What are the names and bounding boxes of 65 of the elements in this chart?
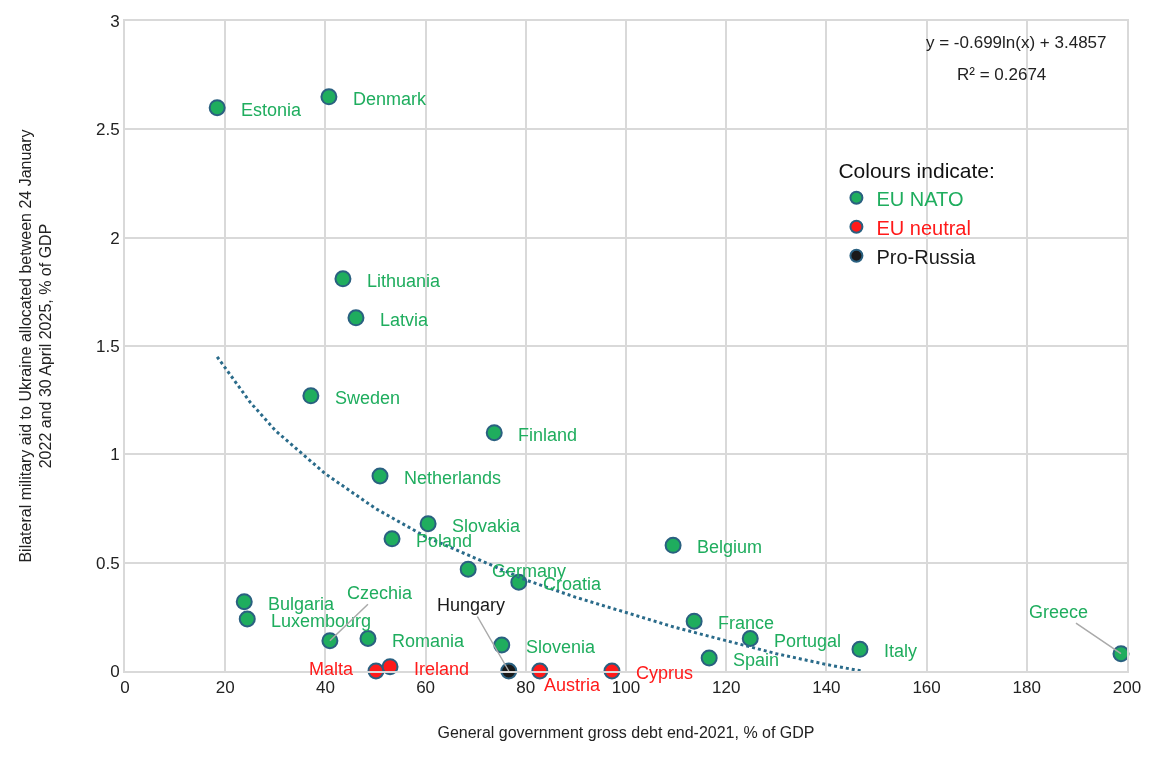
annotation: Estonia (241, 100, 303, 120)
y-axis-title: Bilateral military aid to Ukraine allocated between 24 January 2022 and 30 April 2025, % of GDP (16, 129, 55, 563)
point (419, 515, 437, 533)
point (208, 99, 226, 117)
point (700, 649, 718, 667)
x-tick-label: 120 (712, 678, 741, 698)
point (664, 536, 682, 554)
x-tick-label: 60 (416, 678, 436, 698)
y-tick-label: 1 (110, 445, 120, 465)
annotation: Hungary (437, 595, 506, 615)
annotation: Denmark (353, 89, 428, 109)
y-tick-label: 2 (110, 228, 120, 248)
x-tick-label: 20 (215, 678, 235, 698)
point (493, 636, 511, 654)
annotation: Romania (392, 631, 466, 651)
annotation: Italy (884, 641, 918, 661)
point (383, 530, 401, 548)
legend-label: EU neutral (876, 216, 971, 239)
y-tick-label: 2.5 (95, 120, 120, 140)
point (371, 467, 389, 485)
x-tick-label: 140 (812, 678, 841, 698)
annotation: Czechia (347, 583, 414, 603)
x-tick-label: 40 (315, 678, 335, 698)
annotation: Slovenia (526, 637, 597, 657)
annotation: Malta (309, 659, 354, 679)
point (851, 640, 869, 658)
x-tick-label: 180 (1012, 678, 1041, 698)
y-tick-label: 3 (110, 11, 120, 31)
point (359, 630, 377, 647)
point (334, 270, 352, 288)
legend-label: Pro-Russia (876, 245, 977, 268)
annotation: Greece (1029, 602, 1089, 622)
point (685, 612, 703, 630)
point (321, 632, 339, 650)
annotation: Ireland (414, 659, 470, 679)
point (741, 630, 759, 647)
annotation: Austria (544, 675, 602, 695)
legend-title: Colours indicate: (838, 159, 995, 183)
annotation: France (718, 613, 775, 633)
x-axis-title: General government gross debt end-2021, % of GDP (437, 723, 815, 741)
point (238, 610, 256, 628)
annotation: y = -0.699ln(x) + 3.4857 (926, 33, 1107, 52)
annotation: R² = 0.2674 (957, 65, 1047, 84)
point (485, 424, 503, 442)
annotation: Lithuania (367, 271, 442, 291)
x-tick-label: 200 (1112, 678, 1142, 698)
point (302, 387, 320, 405)
x-tick-label: 80 (516, 678, 536, 698)
x-tick-label: 160 (912, 678, 941, 698)
point (347, 309, 365, 327)
annotation: Finland (518, 425, 578, 445)
y-tick-label: 0.5 (95, 553, 120, 573)
annotation: Spain (733, 650, 780, 670)
point (235, 593, 253, 611)
point (320, 88, 338, 106)
annotation: Portugal (774, 631, 842, 651)
annotation: Latvia (380, 310, 430, 330)
legend-label: EU NATO (876, 187, 964, 210)
annotation: Bulgaria (268, 594, 336, 614)
annotation: Belgium (697, 537, 763, 557)
point (459, 560, 477, 578)
annotation: Netherlands (404, 468, 502, 488)
annotation: Sweden (335, 388, 401, 408)
y-tick-label: 0 (110, 661, 120, 681)
y-tick-label: 1.5 (95, 336, 120, 356)
